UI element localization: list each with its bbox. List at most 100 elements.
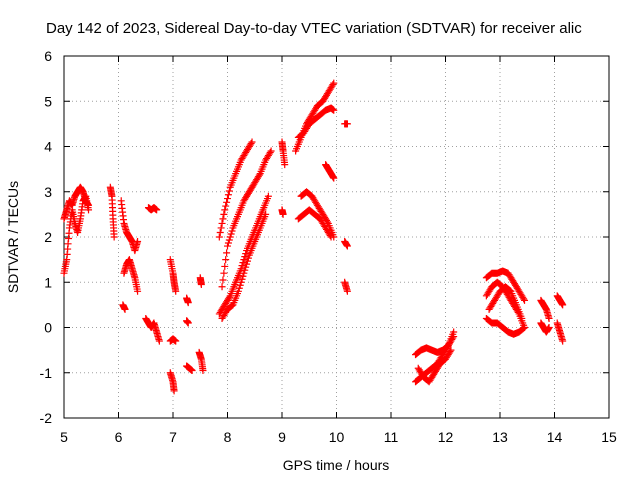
data-point — [521, 296, 529, 304]
data-point — [228, 227, 236, 235]
y-tick-label: 2 — [44, 229, 52, 245]
series-arc-13d — [485, 283, 526, 322]
series-arc-6.1b — [119, 301, 129, 313]
data-point — [326, 231, 334, 239]
series-arc-7.5 — [196, 274, 205, 289]
data-point — [217, 224, 225, 232]
series-arc-7.3 — [183, 294, 192, 307]
data-point — [545, 314, 553, 322]
data-point — [218, 219, 226, 227]
chart-title: Day 142 of 2023, Sidereal Day-to-day VTE… — [46, 20, 582, 37]
data-point — [234, 287, 242, 295]
data-point — [220, 210, 228, 218]
y-tick-label: -1 — [40, 365, 53, 381]
series-arc-6.1 — [117, 197, 142, 255]
data-point — [199, 366, 207, 374]
series-arc-9a — [278, 138, 289, 169]
data-point — [226, 233, 234, 241]
data-point — [221, 262, 229, 270]
data-point — [521, 324, 529, 331]
data-point — [281, 161, 289, 169]
series-arc-10.2b — [341, 238, 351, 250]
data-point — [247, 139, 255, 147]
data-point — [240, 256, 248, 264]
y-tick-label: -2 — [40, 410, 53, 426]
data-point — [262, 210, 270, 218]
series-arc-9.9 — [322, 161, 338, 182]
x-tick-label: 6 — [115, 429, 123, 445]
data-point — [559, 337, 567, 345]
data-point — [110, 233, 118, 241]
data-point — [330, 79, 338, 87]
data-point — [236, 281, 244, 289]
series-arc-8b — [218, 147, 275, 291]
x-tick-label: 11 — [384, 429, 399, 445]
data-point — [449, 334, 457, 342]
data-point — [327, 233, 335, 241]
series-arc-13.8 — [537, 296, 553, 322]
data-point — [241, 253, 249, 261]
x-tick-label: 12 — [438, 429, 454, 445]
data-point — [219, 276, 227, 284]
data-point — [223, 249, 231, 257]
data-point — [222, 256, 230, 264]
series-arc-13a — [482, 267, 529, 304]
data-point — [227, 230, 235, 238]
data-point — [264, 192, 272, 200]
series-arc-7.0 — [166, 256, 180, 295]
data-point — [153, 206, 161, 214]
series-arc-10.2 — [341, 120, 351, 128]
data-point — [255, 171, 263, 179]
data-point — [224, 195, 231, 203]
data-point — [330, 106, 338, 114]
x-tick-label: 14 — [547, 429, 563, 445]
y-tick-label: 4 — [44, 139, 52, 155]
series-arc-6.2 — [120, 256, 142, 295]
data-point — [172, 337, 180, 345]
series-arc-9d — [294, 104, 338, 141]
x-tick-label: 9 — [278, 429, 286, 445]
data-point — [330, 174, 338, 182]
data-point — [266, 149, 274, 157]
x-tick-label: 8 — [224, 429, 232, 445]
data-point — [520, 295, 528, 303]
data-point — [545, 324, 553, 331]
y-tick-label: 0 — [44, 320, 52, 336]
data-point — [215, 233, 223, 241]
data-point — [222, 202, 230, 210]
series-arc-7.0c — [166, 369, 178, 395]
series-arc-5b — [60, 183, 93, 223]
data-point — [216, 228, 224, 236]
data-point — [244, 254, 252, 262]
series-arc-8d — [218, 210, 270, 322]
y-axis: -2 -1 0 1 2 3 4 5 6 — [40, 48, 609, 426]
data-point — [188, 366, 196, 374]
data-point — [243, 260, 251, 268]
series-arc-14.1b — [553, 319, 567, 345]
x-axis-label: GPS time / hours — [283, 457, 390, 473]
data-point — [559, 301, 567, 309]
data-point — [239, 259, 247, 267]
data-point — [219, 215, 227, 223]
x-tick-label: 15 — [601, 429, 617, 445]
data-point — [520, 324, 528, 332]
data-point — [225, 293, 233, 301]
data-point — [134, 238, 142, 246]
data-point — [242, 250, 250, 258]
data-point — [224, 239, 232, 247]
series-arc-11.5c — [414, 346, 455, 386]
data-point — [239, 272, 247, 280]
data-point — [225, 187, 233, 195]
series-arc-5.9 — [106, 183, 118, 241]
series-arc-11.5b — [412, 333, 458, 386]
data-point — [172, 287, 180, 295]
data-point — [223, 198, 231, 206]
data-point — [447, 346, 455, 354]
x-tick-label: 10 — [329, 429, 345, 445]
data-point — [241, 266, 249, 274]
y-tick-label: 6 — [44, 48, 52, 64]
y-tick-label: 3 — [44, 184, 52, 200]
data-point — [218, 283, 226, 291]
data-point — [155, 337, 163, 345]
